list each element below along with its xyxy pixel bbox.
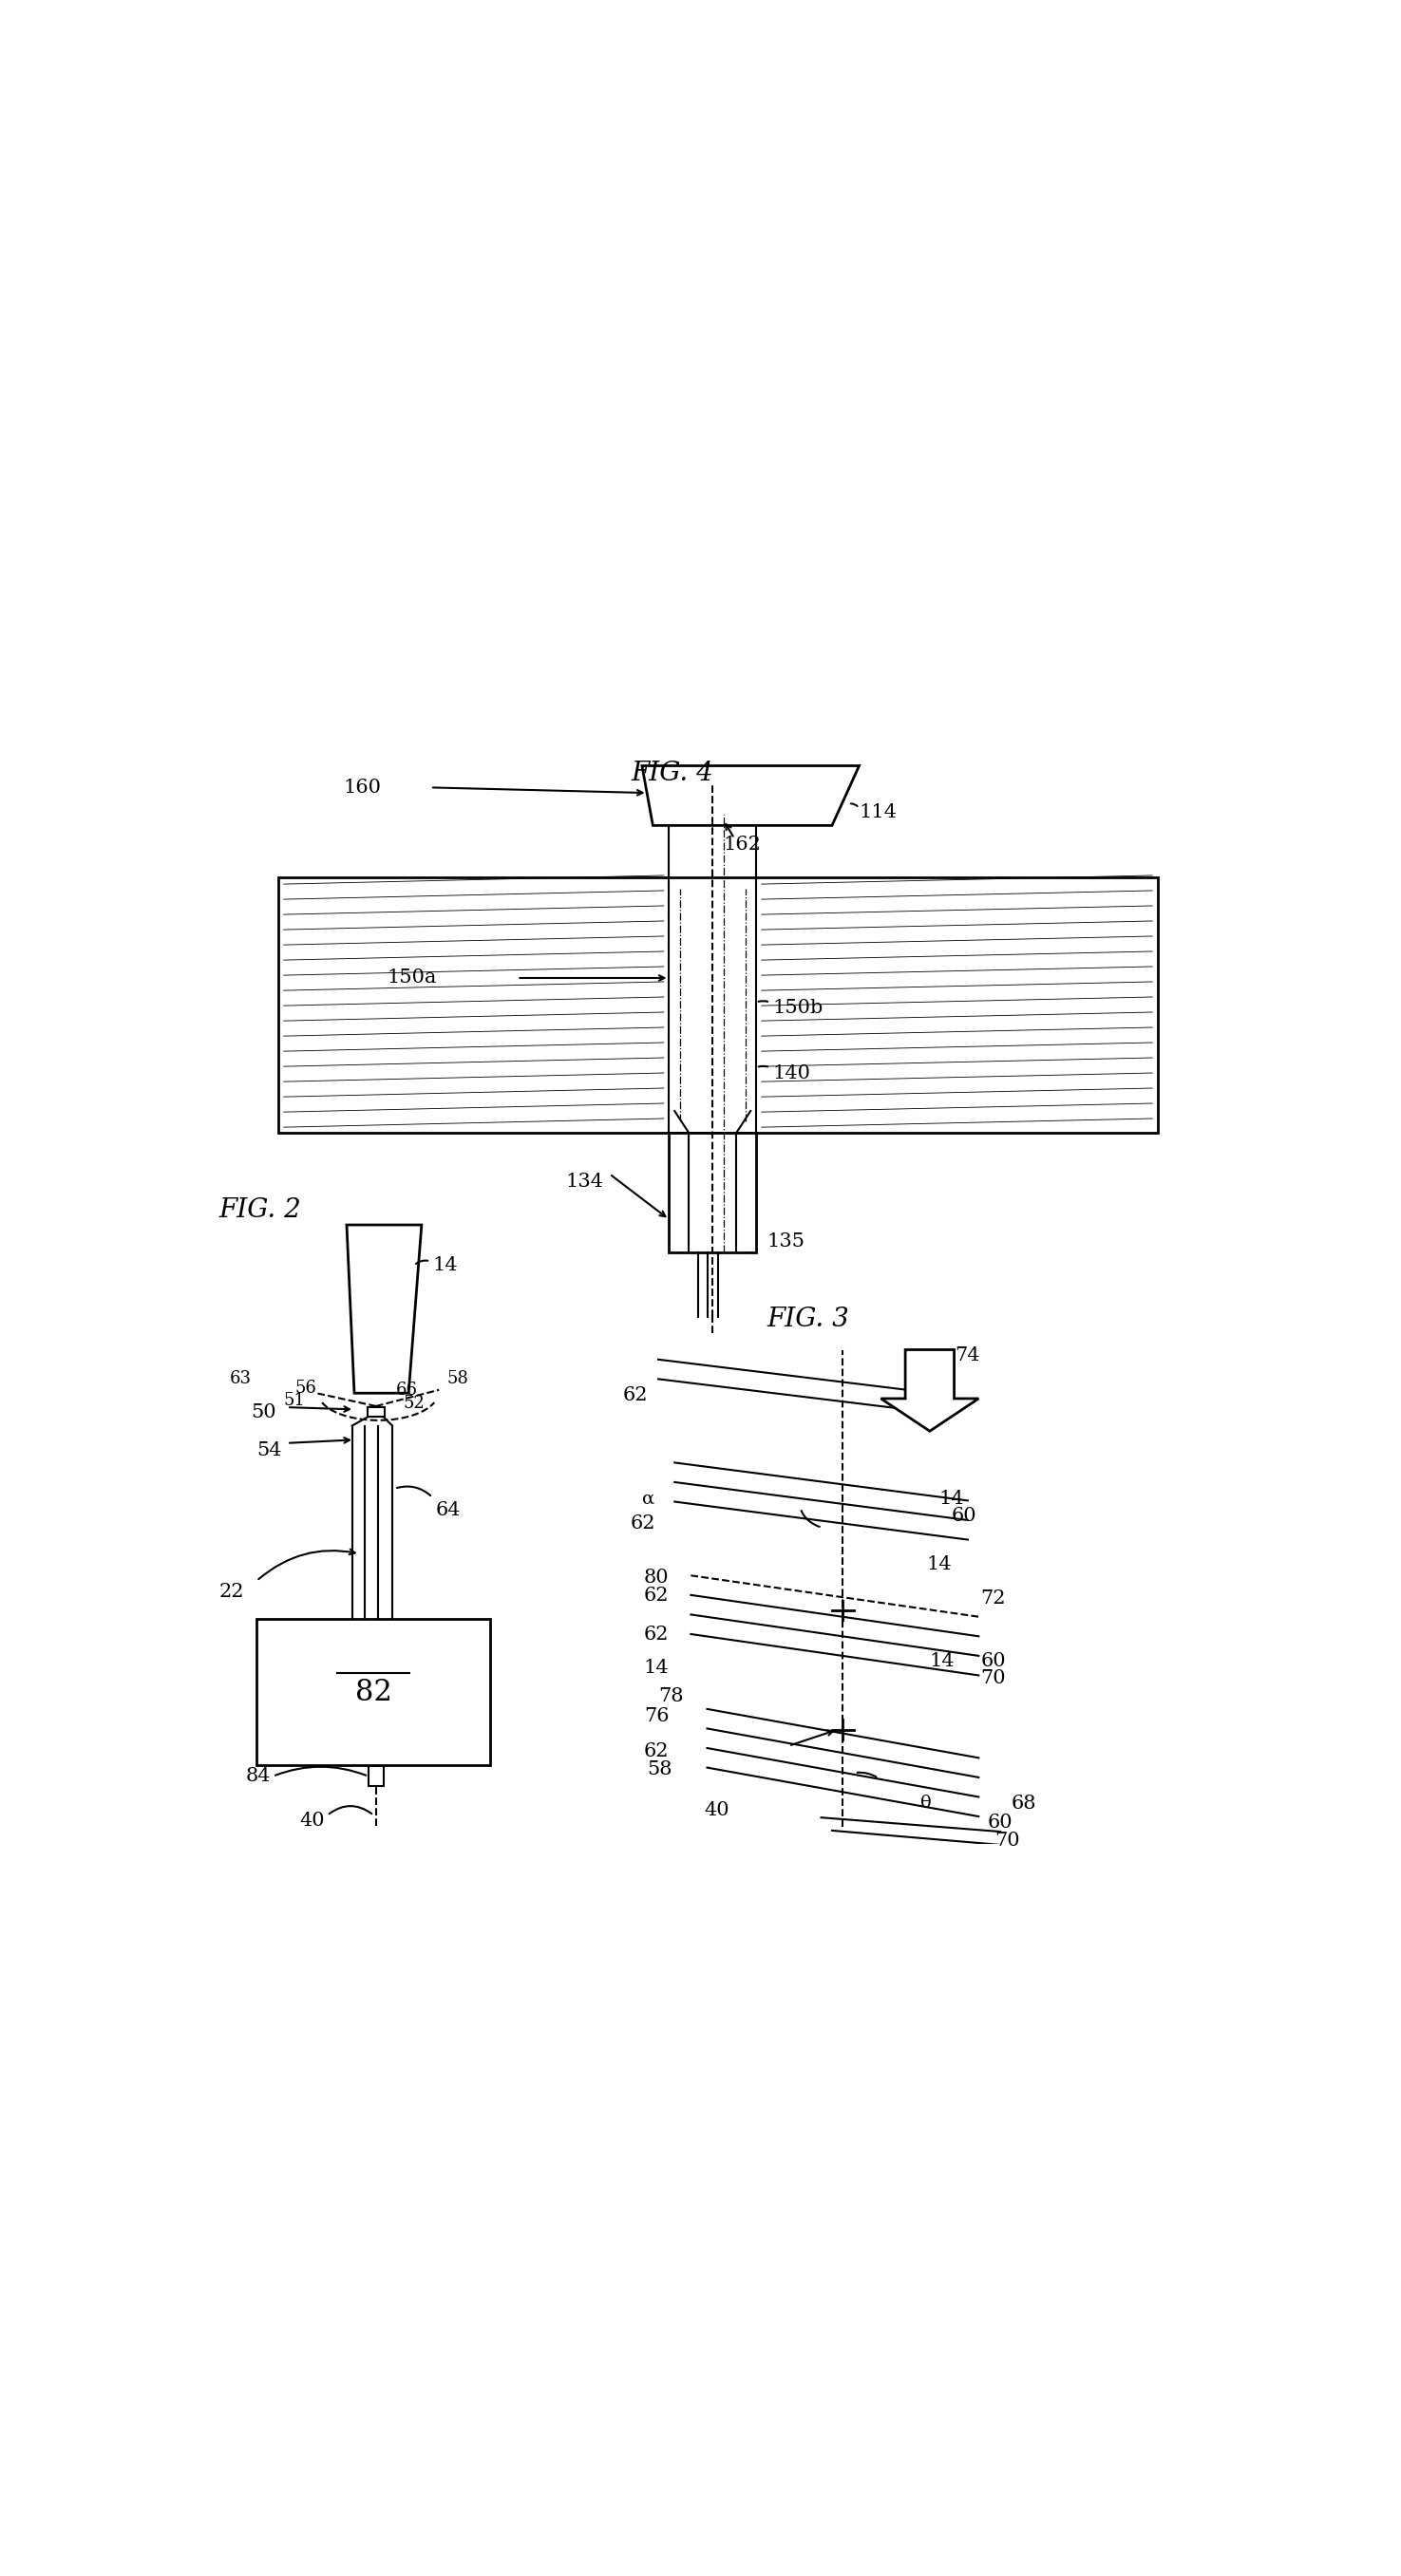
Text: 50: 50 xyxy=(251,1404,276,1422)
Text: 66: 66 xyxy=(395,1381,417,1399)
Text: 62: 62 xyxy=(644,1625,670,1643)
Text: 58: 58 xyxy=(647,1762,672,1780)
Text: 140: 140 xyxy=(772,1064,810,1082)
Text: 80: 80 xyxy=(644,1569,670,1587)
Text: 70: 70 xyxy=(981,1669,1006,1687)
Text: 134: 134 xyxy=(566,1172,604,1190)
Text: 22: 22 xyxy=(219,1582,244,1600)
Text: 62: 62 xyxy=(644,1587,670,1605)
Text: 40: 40 xyxy=(300,1811,325,1829)
Text: 14: 14 xyxy=(926,1556,951,1574)
Bar xyxy=(279,878,1157,1133)
Polygon shape xyxy=(642,765,859,824)
Text: 135: 135 xyxy=(766,1231,804,1249)
Text: 58: 58 xyxy=(447,1370,468,1388)
Text: 64: 64 xyxy=(436,1502,461,1520)
Text: 162: 162 xyxy=(723,837,761,855)
Text: 82: 82 xyxy=(354,1677,392,1708)
Text: 54: 54 xyxy=(256,1443,282,1461)
Text: 14: 14 xyxy=(644,1659,670,1677)
Text: 62: 62 xyxy=(630,1515,656,1533)
Bar xyxy=(367,1406,385,1417)
Text: 160: 160 xyxy=(343,778,381,796)
Bar xyxy=(368,1767,384,1785)
Text: 84: 84 xyxy=(245,1767,270,1785)
Bar xyxy=(256,1618,490,1765)
Text: 70: 70 xyxy=(995,1832,1020,1850)
Text: θ: θ xyxy=(920,1795,932,1811)
Text: 52: 52 xyxy=(403,1394,425,1412)
Text: 68: 68 xyxy=(1012,1795,1037,1814)
Text: 14: 14 xyxy=(433,1257,458,1275)
Text: 63: 63 xyxy=(230,1370,251,1388)
Text: 74: 74 xyxy=(954,1347,979,1365)
Bar xyxy=(670,1133,757,1252)
Text: 60: 60 xyxy=(988,1814,1013,1832)
Text: 60: 60 xyxy=(981,1651,1006,1669)
Text: α: α xyxy=(643,1489,656,1507)
Polygon shape xyxy=(881,1350,978,1432)
Text: 76: 76 xyxy=(644,1708,670,1726)
Text: 114: 114 xyxy=(859,804,897,822)
Text: FIG. 4: FIG. 4 xyxy=(630,760,713,786)
Text: 78: 78 xyxy=(658,1687,684,1705)
Text: 62: 62 xyxy=(644,1741,670,1759)
Text: 14: 14 xyxy=(929,1651,954,1669)
Text: 40: 40 xyxy=(703,1801,729,1819)
Text: 150b: 150b xyxy=(772,999,822,1018)
Text: 60: 60 xyxy=(951,1507,976,1525)
Text: FIG. 3: FIG. 3 xyxy=(766,1306,849,1332)
Text: 14: 14 xyxy=(939,1489,964,1507)
Text: 62: 62 xyxy=(622,1386,647,1404)
Text: 56: 56 xyxy=(294,1378,317,1396)
Polygon shape xyxy=(346,1226,422,1394)
Text: 150a: 150a xyxy=(387,969,437,987)
Text: 72: 72 xyxy=(981,1589,1006,1607)
Text: 51: 51 xyxy=(283,1391,305,1409)
Text: FIG. 2: FIG. 2 xyxy=(219,1198,301,1224)
